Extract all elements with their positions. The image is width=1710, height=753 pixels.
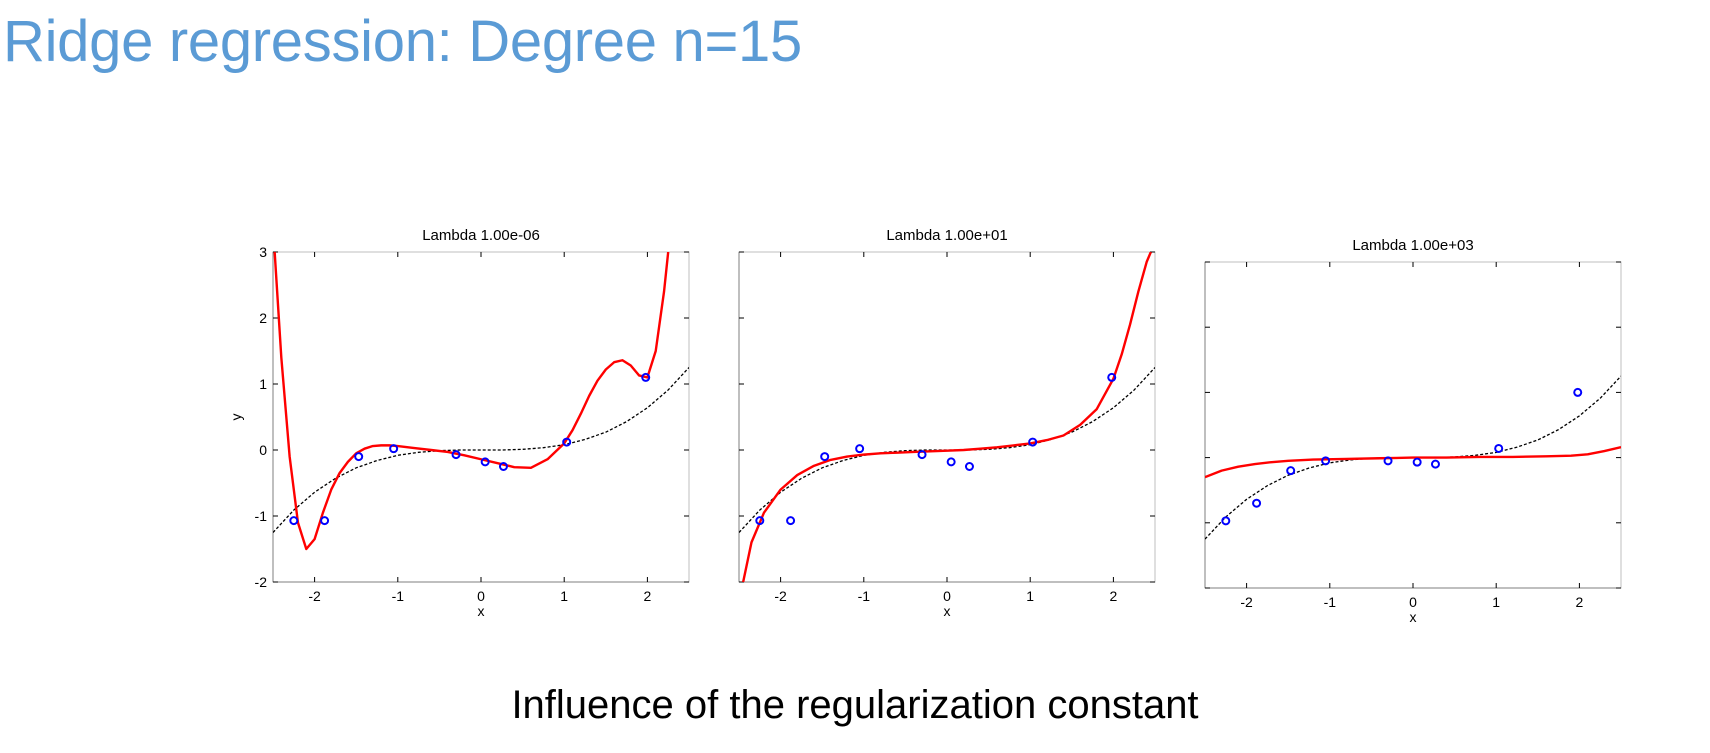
data-point — [855, 444, 865, 454]
x-tick-label: -1 — [858, 588, 871, 604]
true-function-curve — [739, 367, 1155, 533]
data-point — [1252, 498, 1262, 508]
y-tick-label: 3 — [259, 244, 267, 260]
ridge-fit-curve — [1205, 446, 1621, 479]
x-tick-label: 2 — [644, 588, 652, 604]
chart-title: Lambda 1.00e+01 — [886, 227, 1007, 244]
data-point — [354, 452, 364, 462]
data-point — [1412, 457, 1422, 467]
plot-frame — [738, 251, 1156, 583]
data-point — [562, 437, 572, 447]
data-point — [917, 450, 927, 460]
data-point — [641, 372, 651, 382]
data-point — [755, 516, 765, 526]
y-tick-label: -1 — [255, 508, 268, 524]
x-tick-label: -2 — [308, 588, 321, 604]
x-axis-label: x — [1410, 609, 1417, 625]
slide-caption: Influence of the regularization constant — [511, 683, 1199, 727]
plot-area — [739, 252, 1155, 582]
data-point — [1383, 456, 1393, 466]
y-axis-label: y — [228, 414, 244, 421]
data-point — [1321, 456, 1331, 466]
y-tick-label: 0 — [259, 442, 267, 458]
y-tick-label: 2 — [259, 310, 267, 326]
data-point — [320, 516, 330, 526]
data-point — [786, 516, 796, 526]
data-point — [820, 452, 830, 462]
ridge-fit-curve — [741, 252, 1152, 582]
x-tick-label: -1 — [1324, 594, 1337, 610]
plot-frame — [1204, 261, 1622, 589]
data-point — [1028, 437, 1038, 447]
chart-title: Lambda 1.00e-06 — [422, 227, 540, 244]
data-point — [1221, 516, 1231, 526]
plot-area — [1205, 375, 1621, 540]
data-point — [451, 450, 461, 460]
x-axis-label: x — [478, 603, 485, 619]
slide-title: Ridge regression: Degree n=15 — [3, 9, 802, 74]
data-point — [1430, 459, 1440, 469]
x-tick-label: 1 — [1026, 588, 1034, 604]
ridge-fit-curve — [273, 252, 670, 551]
data-point — [498, 462, 508, 471]
data-point — [1107, 372, 1117, 382]
data-point — [964, 462, 974, 471]
x-tick-label: 1 — [1492, 594, 1500, 610]
true-function-curve — [273, 367, 689, 533]
chart-title: Lambda 1.00e+03 — [1352, 237, 1473, 254]
data-point — [1494, 443, 1504, 453]
x-tick-label: -2 — [774, 588, 787, 604]
data-point — [1286, 466, 1296, 476]
plot-frame — [272, 251, 690, 583]
data-point — [480, 457, 490, 467]
x-axis-label: x — [944, 603, 951, 619]
x-tick-label: 1 — [560, 588, 568, 604]
chart-panel-1: Lambda 1.00e-06 -2 -1 0 1 2 -2 -1 0 1 2 3 x y — [228, 227, 690, 619]
data-point — [946, 457, 956, 467]
y-tick-label: 1 — [259, 376, 267, 392]
x-tick-label: 2 — [1576, 594, 1584, 610]
data-point — [1573, 387, 1583, 397]
chart-panel-2: Lambda 1.00e+01 -2 -1 0 1 2 x — [738, 227, 1156, 619]
x-tick-label: 2 — [1110, 588, 1118, 604]
y-tick-label: -2 — [255, 574, 268, 590]
x-tick-label: -2 — [1240, 594, 1253, 610]
data-point — [289, 516, 299, 526]
chart-panel-3: Lambda 1.00e+03 -2 -1 0 1 2 x — [1204, 237, 1622, 625]
x-tick-label: 0 — [1409, 594, 1417, 610]
data-point — [389, 444, 399, 454]
x-tick-label: 0 — [943, 588, 951, 604]
plot-area — [273, 252, 689, 551]
x-tick-label: -1 — [392, 588, 405, 604]
x-tick-label: 0 — [477, 588, 485, 604]
